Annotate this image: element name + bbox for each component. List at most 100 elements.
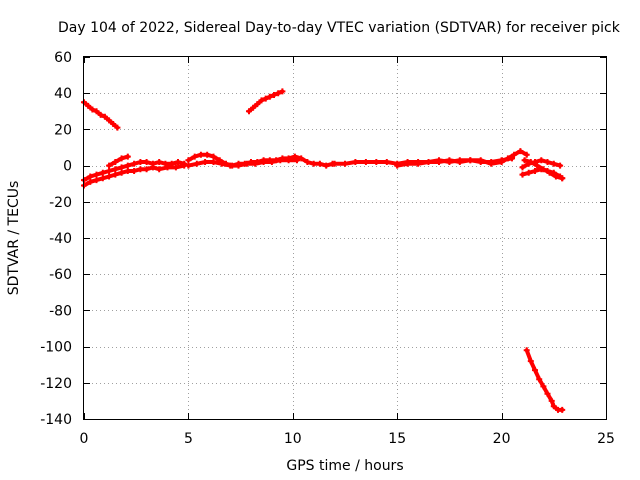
data-point [124,153,131,160]
series-trace [107,154,130,168]
data-point [467,157,474,164]
data-point [106,168,113,174]
data-point [106,173,113,180]
data-point [538,157,545,164]
data-point [124,168,131,174]
data-point [331,160,338,167]
y-tick-label: -140 [40,412,72,428]
data-point [362,159,369,165]
data-point [298,155,305,162]
data-point [243,160,250,167]
data-point [258,97,265,104]
data-point [373,159,380,165]
data-point [342,160,348,167]
data-point [97,111,104,118]
data-point [250,104,257,111]
data-point [143,166,150,173]
series-trace [82,163,187,188]
x-tick-labels: 0 5 10 15 20 25 [80,431,615,447]
y-tick-label: 60 [54,50,72,66]
data-point [143,159,150,165]
data-point [193,160,200,167]
data-point [254,101,261,108]
data-point [185,157,192,164]
data-point [277,157,284,164]
data-point [149,164,156,171]
data-point [559,406,566,413]
data-point [540,166,547,173]
data-point [557,162,564,169]
data-point [310,160,317,167]
data-point [118,169,125,176]
data-point [112,171,119,178]
data-point [131,160,138,167]
data-point [285,157,292,164]
data-point [118,164,125,171]
data-point [137,159,144,165]
plot-frame [83,56,607,420]
data-point [197,151,204,158]
data-point [394,162,401,169]
x-tick-label: 0 [80,431,89,447]
data-point [114,124,121,131]
data-series [523,347,566,413]
chart-title: Day 104 of 2022, Sidereal Day-to-day VTE… [58,20,621,36]
data-point [106,162,113,169]
data-point [89,106,96,113]
data-point [185,162,192,169]
y-tick-label: 20 [54,122,72,138]
data-point [99,175,106,182]
x-tick-label: 20 [493,431,511,447]
data-point [352,159,359,165]
data-point [118,155,125,162]
y-tick-labels: -140 -120 -100 -80 -60 -40 -20 0 20 40 60 [40,50,72,428]
data-point [523,151,530,158]
data-point [275,90,282,97]
data-point [218,160,225,167]
data-point [271,92,277,98]
data-point [521,157,528,164]
data-point [546,169,553,176]
data-point [498,157,505,164]
data-point [106,117,113,124]
data-point [85,102,92,109]
data-point [548,397,555,404]
data-point [550,403,557,410]
data-point [124,162,131,169]
data-point [519,171,526,178]
y-tick-label: 0 [63,159,72,175]
y-axis-label: SDTVAR / TECUs [6,181,22,296]
data-point [323,162,330,169]
data-point [559,175,566,182]
data-point [204,151,211,158]
data-point [262,95,269,102]
data-point [532,367,538,374]
data-point [544,159,551,165]
data-point [446,157,453,164]
data-point [544,390,551,397]
data-point [112,159,119,165]
data-series [81,162,188,189]
x-axis-label: GPS time / hours [286,458,403,474]
data-point [404,160,411,167]
y-tick-label: -80 [49,303,72,319]
data-point [110,121,117,127]
data-point [436,159,442,165]
data-point [425,159,432,165]
data-point [235,162,242,169]
y-tick-label: -20 [49,195,72,211]
data-point [101,113,108,120]
data-point [260,159,267,165]
data-point [534,162,541,169]
data-point [175,159,181,165]
data-point [511,151,518,158]
data-series [521,157,566,182]
data-point [383,159,390,165]
data-point [156,166,163,173]
data-point [156,159,163,165]
data-point [304,159,311,165]
data-point [523,347,530,354]
y-tick-label: -60 [49,267,72,283]
y-tick-label: 40 [54,86,72,102]
